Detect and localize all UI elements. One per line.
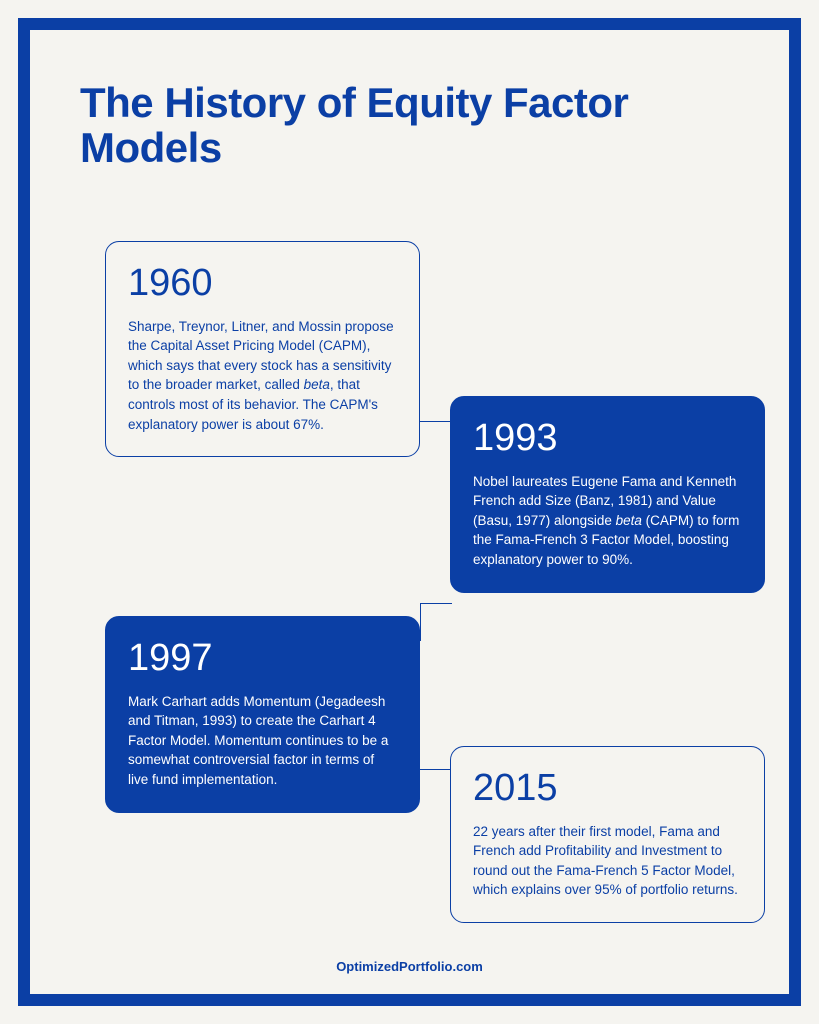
card-description: Nobel laureates Eugene Fama and Kenneth … xyxy=(473,472,742,570)
connector-1997-2015 xyxy=(420,769,450,770)
year-label: 1997 xyxy=(128,637,397,680)
year-label: 2015 xyxy=(473,767,742,810)
year-label: 1960 xyxy=(128,262,397,305)
connector-1960-1993 xyxy=(420,421,450,422)
page-title: The History of Equity Factor Models xyxy=(80,80,640,171)
outer-frame: The History of Equity Factor Models 1960… xyxy=(18,18,801,1006)
footer-attribution: OptimizedPortfolio.com xyxy=(30,959,789,974)
content-area: The History of Equity Factor Models 1960… xyxy=(30,30,789,994)
timeline-card-1997: 1997 Mark Carhart adds Momentum (Jegadee… xyxy=(105,616,420,813)
timeline-container: 1960 Sharpe, Treynor, Litner, and Mossin… xyxy=(80,241,739,941)
timeline-card-1993: 1993 Nobel laureates Eugene Fama and Ken… xyxy=(450,396,765,593)
card-description: 22 years after their first model, Fama a… xyxy=(473,822,742,900)
card-description: Sharpe, Treynor, Litner, and Mossin prop… xyxy=(128,317,397,434)
connector-1993-1997 xyxy=(420,603,452,641)
timeline-card-2015: 2015 22 years after their first model, F… xyxy=(450,746,765,923)
year-label: 1993 xyxy=(473,417,742,460)
card-description: Mark Carhart adds Momentum (Jegadeesh an… xyxy=(128,692,397,790)
timeline-card-1960: 1960 Sharpe, Treynor, Litner, and Mossin… xyxy=(105,241,420,457)
